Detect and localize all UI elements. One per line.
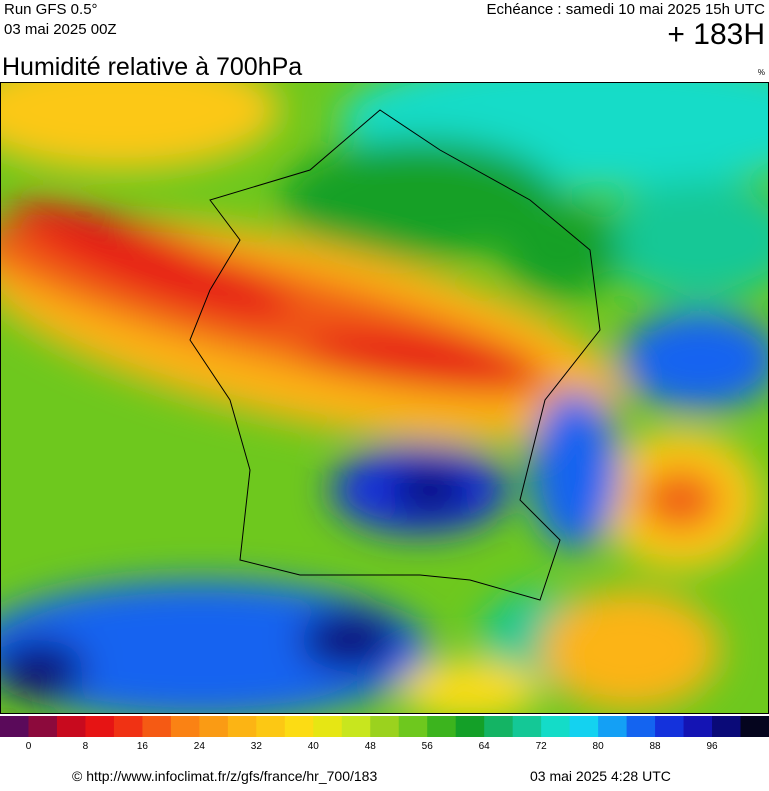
colorbar-tick-label: 88: [650, 741, 662, 752]
lead-time: + 183H: [667, 18, 765, 51]
colorbar-tick-label: 96: [706, 741, 718, 752]
colorbar-swatch: [113, 716, 143, 737]
colorbar: 0 8 16 24 32 40 48 56 64 72 80 88 96: [0, 716, 769, 752]
colorbar-swatch: [341, 716, 371, 737]
colorbar-tick-label: 80: [593, 741, 605, 752]
colorbar-swatch: [455, 716, 485, 737]
colorbar-tick-label: 8: [83, 741, 89, 752]
colorbar-swatch: [626, 716, 656, 737]
forecast-label: Echéance : samedi 10 mai 2025 15h UTC: [487, 1, 766, 18]
colorbar-tick-label: 72: [536, 741, 548, 752]
colorbar-swatch: [170, 716, 200, 737]
run-date: 03 mai 2025 00Z: [4, 21, 117, 38]
colorbar-swatch: [199, 716, 229, 737]
colorbar-swatch: [398, 716, 428, 737]
coastline: [189, 109, 601, 601]
colorbar-swatch: [284, 716, 314, 737]
colorbar-tick-label: 56: [422, 741, 434, 752]
colorbar-swatch: [598, 716, 628, 737]
colorbar-swatch: [56, 716, 86, 737]
colorbar-swatch: [655, 716, 685, 737]
colorbar-swatch: [541, 716, 571, 737]
colorbar-tick-label: 48: [365, 741, 377, 752]
colorbar-swatch: [313, 716, 343, 737]
colorbar-swatch: [569, 716, 599, 737]
colorbar-swatch: [740, 716, 769, 737]
colorbar-swatch: [712, 716, 742, 737]
colorbar-swatch: [484, 716, 514, 737]
colorbar-tick-label: 40: [308, 741, 320, 752]
map: [0, 82, 769, 714]
colorbar-tick-label: 0: [26, 741, 32, 752]
run-label: Run GFS 0.5°: [4, 1, 98, 18]
colorbar-swatch: [683, 716, 713, 737]
generated-time: 03 mai 2025 4:28 UTC: [530, 768, 671, 784]
source-credit: © http://www.infoclimat.fr/z/gfs/france/…: [72, 768, 377, 784]
map-title: Humidité relative à 700hPa: [2, 53, 302, 81]
colorbar-tick-label: 24: [194, 741, 206, 752]
colorbar-swatch: [85, 716, 115, 737]
colorbar-tick-label: 32: [251, 741, 263, 752]
colorbar-swatch: [142, 716, 172, 737]
colorbar-swatch: [0, 716, 29, 737]
colorbar-swatch: [28, 716, 58, 737]
colorbar-swatch: [227, 716, 257, 737]
colorbar-swatch: [256, 716, 286, 737]
colorbar-tick-label: 64: [479, 741, 491, 752]
colorbar-swatch: [427, 716, 457, 737]
colorbar-tick-label: 16: [137, 741, 149, 752]
unit-label: %: [758, 68, 765, 77]
colorbar-swatch: [370, 716, 400, 737]
colorbar-swatch: [512, 716, 542, 737]
